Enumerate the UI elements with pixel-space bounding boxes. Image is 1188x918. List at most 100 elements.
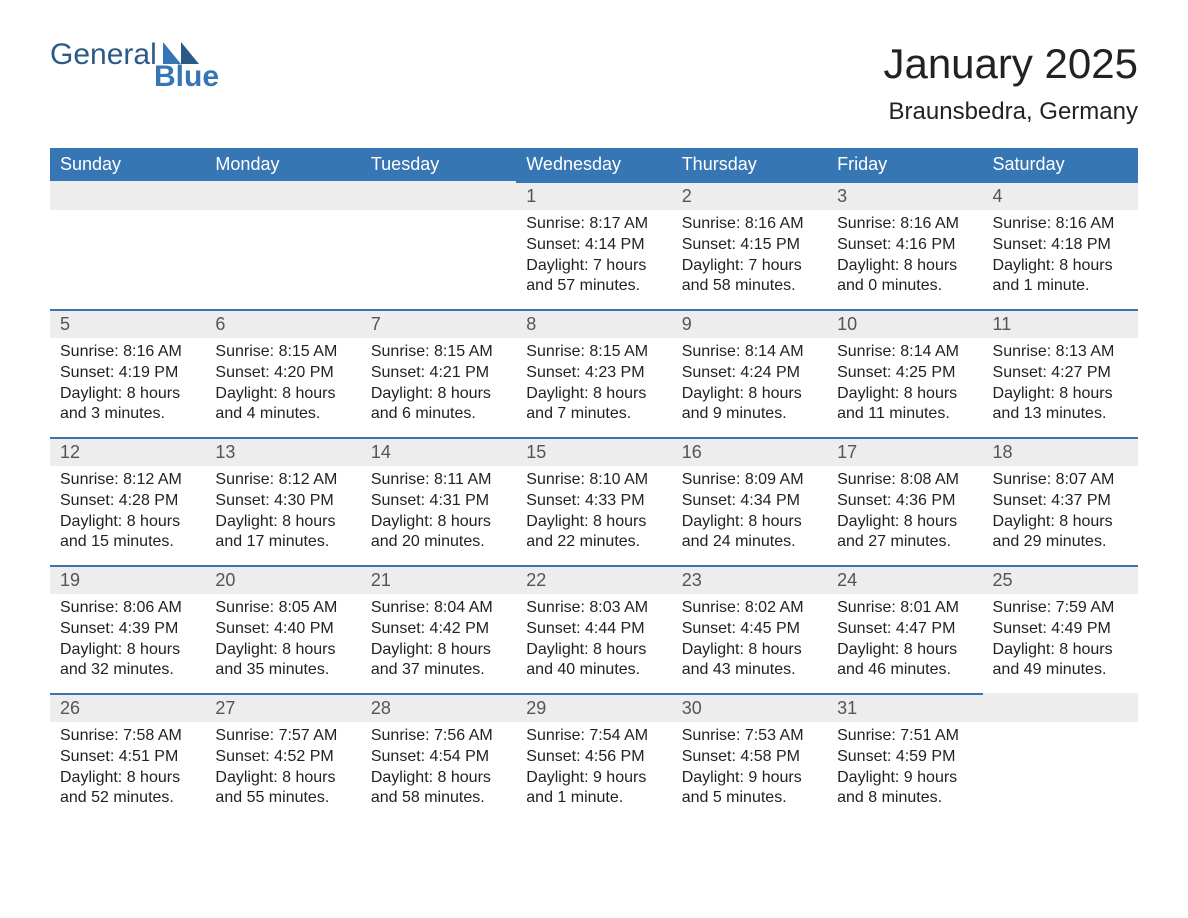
calendar-cell: 18Sunrise: 8:07 AMSunset: 4:37 PMDayligh… (983, 437, 1138, 565)
day-number: 6 (205, 309, 360, 338)
day-number: 12 (50, 437, 205, 466)
sunset-line: Sunset: 4:52 PM (215, 747, 350, 768)
day-number: 28 (361, 693, 516, 722)
day-content: Sunrise: 8:03 AMSunset: 4:44 PMDaylight:… (516, 594, 671, 687)
calendar-cell: 17Sunrise: 8:08 AMSunset: 4:36 PMDayligh… (827, 437, 982, 565)
sunrise-line: Sunrise: 7:56 AM (371, 726, 506, 747)
sunset-line: Sunset: 4:30 PM (215, 491, 350, 512)
sunrise-line: Sunrise: 8:07 AM (993, 470, 1128, 491)
sunrise-line: Sunrise: 8:06 AM (60, 598, 195, 619)
day-content: Sunrise: 8:16 AMSunset: 4:19 PMDaylight:… (50, 338, 205, 431)
sunset-line: Sunset: 4:45 PM (682, 619, 817, 640)
day-content: Sunrise: 8:06 AMSunset: 4:39 PMDaylight:… (50, 594, 205, 687)
calendar-cell: 30Sunrise: 7:53 AMSunset: 4:58 PMDayligh… (672, 693, 827, 821)
calendar-cell: 2Sunrise: 8:16 AMSunset: 4:15 PMDaylight… (672, 181, 827, 309)
day-content: Sunrise: 7:54 AMSunset: 4:56 PMDaylight:… (516, 722, 671, 815)
empty-daynum (205, 181, 360, 210)
daylight-line: Daylight: 8 hours and 40 minutes. (526, 640, 661, 682)
calendar-cell: 8Sunrise: 8:15 AMSunset: 4:23 PMDaylight… (516, 309, 671, 437)
day-content: Sunrise: 8:08 AMSunset: 4:36 PMDaylight:… (827, 466, 982, 559)
calendar-week: 1Sunrise: 8:17 AMSunset: 4:14 PMDaylight… (50, 181, 1138, 309)
daylight-line: Daylight: 8 hours and 35 minutes. (215, 640, 350, 682)
day-number: 15 (516, 437, 671, 466)
day-content: Sunrise: 7:51 AMSunset: 4:59 PMDaylight:… (827, 722, 982, 815)
sunrise-line: Sunrise: 8:11 AM (371, 470, 506, 491)
page-location: Braunsbedra, Germany (883, 98, 1138, 126)
sunrise-line: Sunrise: 7:59 AM (993, 598, 1128, 619)
sunset-line: Sunset: 4:16 PM (837, 235, 972, 256)
weekday-header: Sunday (50, 148, 205, 181)
calendar-cell (205, 181, 360, 309)
sunset-line: Sunset: 4:18 PM (993, 235, 1128, 256)
daylight-line: Daylight: 8 hours and 17 minutes. (215, 512, 350, 554)
day-number: 1 (516, 181, 671, 210)
sunrise-line: Sunrise: 8:14 AM (837, 342, 972, 363)
sunrise-line: Sunrise: 8:15 AM (371, 342, 506, 363)
day-number: 27 (205, 693, 360, 722)
calendar-cell: 13Sunrise: 8:12 AMSunset: 4:30 PMDayligh… (205, 437, 360, 565)
calendar-cell: 28Sunrise: 7:56 AMSunset: 4:54 PMDayligh… (361, 693, 516, 821)
calendar-week: 5Sunrise: 8:16 AMSunset: 4:19 PMDaylight… (50, 309, 1138, 437)
brand-blue: Blue (154, 62, 219, 92)
weekday-header: Wednesday (516, 148, 671, 181)
calendar-cell: 5Sunrise: 8:16 AMSunset: 4:19 PMDaylight… (50, 309, 205, 437)
sunrise-line: Sunrise: 8:16 AM (60, 342, 195, 363)
day-content: Sunrise: 8:14 AMSunset: 4:24 PMDaylight:… (672, 338, 827, 431)
calendar-cell (50, 181, 205, 309)
day-content: Sunrise: 7:59 AMSunset: 4:49 PMDaylight:… (983, 594, 1138, 687)
day-number: 19 (50, 565, 205, 594)
day-content: Sunrise: 7:57 AMSunset: 4:52 PMDaylight:… (205, 722, 360, 815)
daylight-line: Daylight: 8 hours and 13 minutes. (993, 384, 1128, 426)
daylight-line: Daylight: 8 hours and 3 minutes. (60, 384, 195, 426)
day-number: 13 (205, 437, 360, 466)
daylight-line: Daylight: 8 hours and 20 minutes. (371, 512, 506, 554)
day-content: Sunrise: 8:01 AMSunset: 4:47 PMDaylight:… (827, 594, 982, 687)
day-content: Sunrise: 7:56 AMSunset: 4:54 PMDaylight:… (361, 722, 516, 815)
calendar-cell: 1Sunrise: 8:17 AMSunset: 4:14 PMDaylight… (516, 181, 671, 309)
sunrise-line: Sunrise: 8:10 AM (526, 470, 661, 491)
weekday-header: Saturday (983, 148, 1138, 181)
brand-logo: General Blue (50, 40, 219, 92)
calendar-cell (983, 693, 1138, 821)
sunset-line: Sunset: 4:15 PM (682, 235, 817, 256)
daylight-line: Daylight: 8 hours and 6 minutes. (371, 384, 506, 426)
calendar-cell: 11Sunrise: 8:13 AMSunset: 4:27 PMDayligh… (983, 309, 1138, 437)
sunrise-line: Sunrise: 7:53 AM (682, 726, 817, 747)
daylight-line: Daylight: 8 hours and 49 minutes. (993, 640, 1128, 682)
empty-daynum (361, 181, 516, 210)
day-content: Sunrise: 8:10 AMSunset: 4:33 PMDaylight:… (516, 466, 671, 559)
sunset-line: Sunset: 4:21 PM (371, 363, 506, 384)
sunset-line: Sunset: 4:25 PM (837, 363, 972, 384)
calendar-table: SundayMondayTuesdayWednesdayThursdayFrid… (50, 148, 1138, 821)
daylight-line: Daylight: 8 hours and 22 minutes. (526, 512, 661, 554)
daylight-line: Daylight: 8 hours and 15 minutes. (60, 512, 195, 554)
daylight-line: Daylight: 8 hours and 7 minutes. (526, 384, 661, 426)
day-number: 10 (827, 309, 982, 338)
sunset-line: Sunset: 4:19 PM (60, 363, 195, 384)
day-content: Sunrise: 8:13 AMSunset: 4:27 PMDaylight:… (983, 338, 1138, 431)
sunset-line: Sunset: 4:42 PM (371, 619, 506, 640)
sunset-line: Sunset: 4:58 PM (682, 747, 817, 768)
day-number: 4 (983, 181, 1138, 210)
day-content: Sunrise: 8:14 AMSunset: 4:25 PMDaylight:… (827, 338, 982, 431)
weekday-header-row: SundayMondayTuesdayWednesdayThursdayFrid… (50, 148, 1138, 181)
sunset-line: Sunset: 4:56 PM (526, 747, 661, 768)
weekday-header: Monday (205, 148, 360, 181)
daylight-line: Daylight: 8 hours and 43 minutes. (682, 640, 817, 682)
sunset-line: Sunset: 4:27 PM (993, 363, 1128, 384)
sunrise-line: Sunrise: 8:16 AM (682, 214, 817, 235)
daylight-line: Daylight: 9 hours and 5 minutes. (682, 768, 817, 810)
daylight-line: Daylight: 8 hours and 46 minutes. (837, 640, 972, 682)
day-content: Sunrise: 8:12 AMSunset: 4:30 PMDaylight:… (205, 466, 360, 559)
day-content: Sunrise: 8:15 AMSunset: 4:23 PMDaylight:… (516, 338, 671, 431)
calendar-cell: 25Sunrise: 7:59 AMSunset: 4:49 PMDayligh… (983, 565, 1138, 693)
day-content: Sunrise: 7:53 AMSunset: 4:58 PMDaylight:… (672, 722, 827, 815)
calendar-cell: 27Sunrise: 7:57 AMSunset: 4:52 PMDayligh… (205, 693, 360, 821)
calendar-cell: 9Sunrise: 8:14 AMSunset: 4:24 PMDaylight… (672, 309, 827, 437)
daylight-line: Daylight: 9 hours and 1 minute. (526, 768, 661, 810)
day-content: Sunrise: 8:05 AMSunset: 4:40 PMDaylight:… (205, 594, 360, 687)
sunrise-line: Sunrise: 7:58 AM (60, 726, 195, 747)
sunset-line: Sunset: 4:49 PM (993, 619, 1128, 640)
sunset-line: Sunset: 4:44 PM (526, 619, 661, 640)
calendar-week: 19Sunrise: 8:06 AMSunset: 4:39 PMDayligh… (50, 565, 1138, 693)
